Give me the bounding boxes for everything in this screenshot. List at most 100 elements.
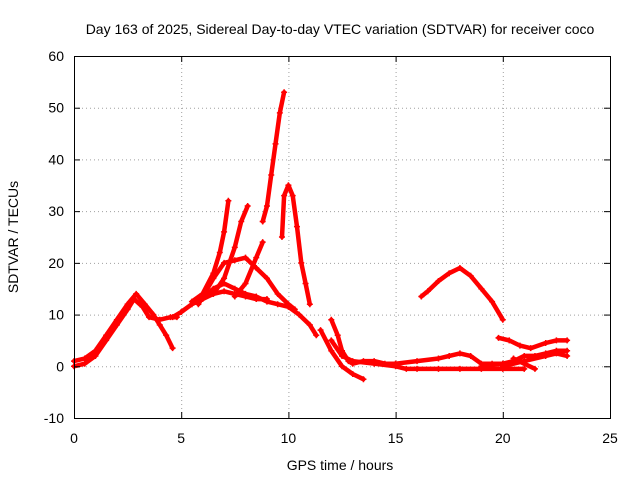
- data-point: [221, 228, 228, 235]
- data-point: [435, 365, 442, 372]
- data-point: [435, 277, 442, 284]
- data-point: [296, 311, 303, 318]
- data-point: [339, 363, 345, 370]
- series-track-6: [195, 254, 298, 313]
- data-point: [328, 316, 335, 323]
- data-point: [521, 352, 528, 359]
- data-point: [414, 365, 421, 372]
- data-point: [238, 218, 245, 225]
- data-point: [274, 290, 281, 297]
- data-point: [446, 352, 453, 359]
- data-point: [133, 290, 140, 297]
- data-point: [521, 365, 528, 372]
- data-point: [516, 342, 523, 349]
- data-point: [349, 371, 356, 378]
- y-tick-label: 40: [48, 151, 64, 167]
- data-point: [210, 290, 217, 297]
- data-point: [188, 298, 195, 305]
- data-point: [489, 298, 496, 305]
- x-tick-label: 20: [495, 430, 511, 446]
- data-point: [242, 280, 249, 287]
- data-point: [499, 363, 506, 370]
- axes: 0 5 10 15 20 25 -10 0 10 20 30 40 50 60: [44, 48, 618, 446]
- series-track-4: [188, 197, 232, 305]
- data-point: [278, 234, 285, 240]
- data-point: [317, 327, 324, 334]
- data-point: [263, 296, 270, 303]
- series-line-track-8: [232, 239, 265, 299]
- data-point: [163, 332, 170, 339]
- data-point: [392, 360, 399, 367]
- data-point: [92, 352, 99, 359]
- data-point: [506, 337, 513, 344]
- data-point: [349, 358, 356, 365]
- data-point: [328, 347, 335, 354]
- series-line-track-13: [329, 338, 527, 372]
- data-point: [244, 202, 251, 209]
- y-tick-label: -10: [44, 410, 64, 426]
- data-point: [306, 321, 313, 328]
- data-point: [199, 296, 206, 303]
- data-point: [242, 293, 249, 300]
- data-point: [456, 365, 463, 372]
- data-point: [81, 355, 88, 362]
- series-track-12: [317, 327, 367, 383]
- x-axis-label: GPS time / hours: [287, 457, 394, 473]
- data-point: [259, 218, 266, 225]
- data-point: [371, 360, 378, 367]
- data-point: [328, 337, 335, 344]
- y-tick-label: 10: [48, 307, 64, 323]
- data-point: [281, 192, 288, 199]
- data-point: [293, 223, 300, 230]
- data-point: [253, 254, 260, 261]
- x-tick-label: 15: [388, 430, 404, 446]
- data-point: [231, 293, 238, 300]
- data-point: [564, 352, 571, 359]
- data-point: [221, 288, 228, 295]
- data-point: [81, 360, 88, 367]
- data-point: [124, 306, 131, 313]
- data-point: [456, 350, 463, 357]
- data-point: [339, 352, 345, 359]
- series-line-track-9: [260, 89, 287, 224]
- series-track-10: [278, 182, 313, 308]
- data-point: [313, 332, 320, 339]
- data-point: [231, 285, 238, 292]
- series-line-track-4: [189, 198, 231, 304]
- data-point: [221, 275, 228, 282]
- data-point: [403, 365, 410, 372]
- data-point: [169, 314, 176, 321]
- x-tick-label: 25: [602, 430, 618, 446]
- data-point: [113, 321, 120, 328]
- data-point: [253, 296, 260, 303]
- plot-frame: [74, 56, 611, 419]
- data-point: [285, 301, 292, 308]
- data-point: [259, 239, 266, 246]
- series-track-15: [418, 265, 506, 323]
- series-track-9: [259, 89, 288, 225]
- data-point: [276, 109, 283, 116]
- y-tick-label: 60: [48, 48, 64, 64]
- data-point: [272, 140, 279, 147]
- data-point: [456, 265, 463, 272]
- data-point: [291, 306, 298, 313]
- data-point: [510, 355, 517, 362]
- data-point: [467, 352, 474, 359]
- series-track-8: [231, 239, 266, 300]
- data-point: [553, 337, 560, 344]
- data-point: [527, 345, 534, 352]
- chart-title: Day 163 of 2025, Sidereal Day-to-day VTE…: [86, 21, 595, 37]
- data-point: [446, 270, 453, 277]
- data-point: [231, 257, 238, 264]
- data-point: [499, 316, 506, 323]
- data-point: [298, 259, 305, 266]
- data-point: [478, 363, 485, 370]
- series-line-track-1: [71, 291, 175, 364]
- data-point: [263, 202, 270, 209]
- data-point: [146, 314, 153, 321]
- data-point: [216, 249, 223, 256]
- data-point: [495, 334, 502, 341]
- data-point: [178, 308, 185, 315]
- y-axis-label: SDTVAR / TECUs: [5, 181, 21, 293]
- y-tick-label: 50: [48, 100, 64, 116]
